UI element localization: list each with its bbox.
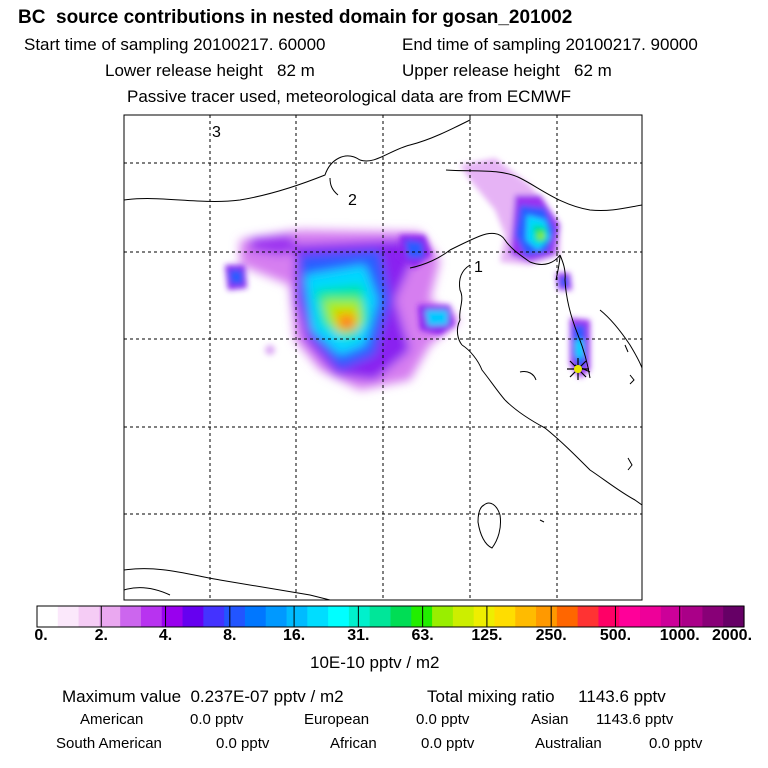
colorbar-cell [78,606,100,627]
region-asian-label: Asian [531,711,569,728]
concentration-field [225,158,590,390]
colorbar-cell [244,606,267,627]
graticule [124,115,642,600]
colorbar-cell [224,606,246,627]
chart-title: BC source contributions in nested domain… [18,7,573,28]
colorbar-cell [369,606,392,627]
colorbar-cell [681,606,704,627]
colorbar-tick-label: 31. [347,627,370,644]
colorbar-tick-label: 125. [471,627,503,644]
colorbar-cell [182,606,204,627]
colorbar-cell [37,606,59,627]
colorbar-tick-label: 4. [158,627,173,644]
region-asian-value: 1143.6 pptv [596,711,674,728]
colorbar-tick-label: 250. [535,627,567,644]
colorbar-tick-label: 1000. [659,627,700,644]
colorbar-cell [161,606,184,627]
colorbar-cell [99,606,121,627]
region-african-value: 0.0 pptv [421,735,475,752]
colorbar-cell [265,606,288,627]
domain-label-2: 2 [348,192,357,209]
colorbar-cell [348,606,371,627]
colorbar-cell [494,606,516,627]
colorbar-cell [452,606,475,627]
colorbar-frame [36,605,745,628]
region-south-american-value: 0.0 pptv [216,735,270,752]
map-frame [123,114,643,601]
colorbar-cell [140,606,163,627]
region-american-value: 0.0 pptv [190,711,244,728]
colorbar-cell [203,606,225,627]
region-south-american-label: South American [56,735,162,752]
domain-label-1: 1 [474,259,483,276]
colorbar-cell [556,606,579,627]
colorbar-cell [723,606,745,627]
colorbar-cell [120,606,142,627]
colorbar-cell [640,606,662,627]
colorbar-cell [411,606,433,627]
colorbar-cell [536,606,558,627]
colorbar-cell [286,606,308,627]
colorbar-cell [702,606,724,627]
colorbar-cell [660,606,683,627]
end-time-text: End time of sampling 20100217. 90000 [402,35,698,54]
colorbar-tick-label: 2000. [711,627,753,644]
colorbar-cell [307,606,329,627]
colorbar-tick-label: 0. [34,627,48,644]
colorbar-cell [390,606,412,627]
region-american-label: American [80,711,144,728]
region-australian-value: 0.0 pptv [649,735,703,752]
colorbar-cell [577,606,600,627]
region-australian-label: Australian [535,735,602,752]
tracer-note: Passive tracer used, meteorological data… [127,87,572,106]
colorbar-cell [57,606,80,627]
colorbar-tick-label: 2. [94,627,108,644]
colorbar-tick-label: 63. [411,627,434,644]
colorbar [36,605,745,628]
colorbar-unit-label: 10E-10 pptv / m2 [310,653,440,672]
domain-label-3: 3 [212,124,221,141]
colorbar-tick-label: 500. [599,627,632,644]
upper-release-text: Upper release height 62 m [402,61,612,80]
colorbar-cell [619,606,641,627]
total-mixing-ratio-text: Total mixing ratio 1143.6 pptv [427,687,666,706]
region-european-value: 0.0 pptv [416,711,470,728]
colorbar-cell [432,606,454,627]
region-european-label: European [304,711,370,728]
start-time-text: Start time of sampling 20100217. 60000 [24,35,326,54]
maximum-value-text: Maximum value 0.237E-07 pptv / m2 [62,687,344,706]
receptor-star-icon [567,358,589,380]
region-african-label: African [330,735,377,752]
coastlines [124,115,642,600]
lower-release-text: Lower release height 82 m [105,61,315,80]
colorbar-tick-label: 16. [282,627,306,644]
colorbar-cell [473,606,496,627]
colorbar-cell [515,606,537,627]
colorbar-cell [328,606,350,627]
colorbar-cell [598,606,620,627]
colorbar-tick-label: 8. [223,627,237,644]
